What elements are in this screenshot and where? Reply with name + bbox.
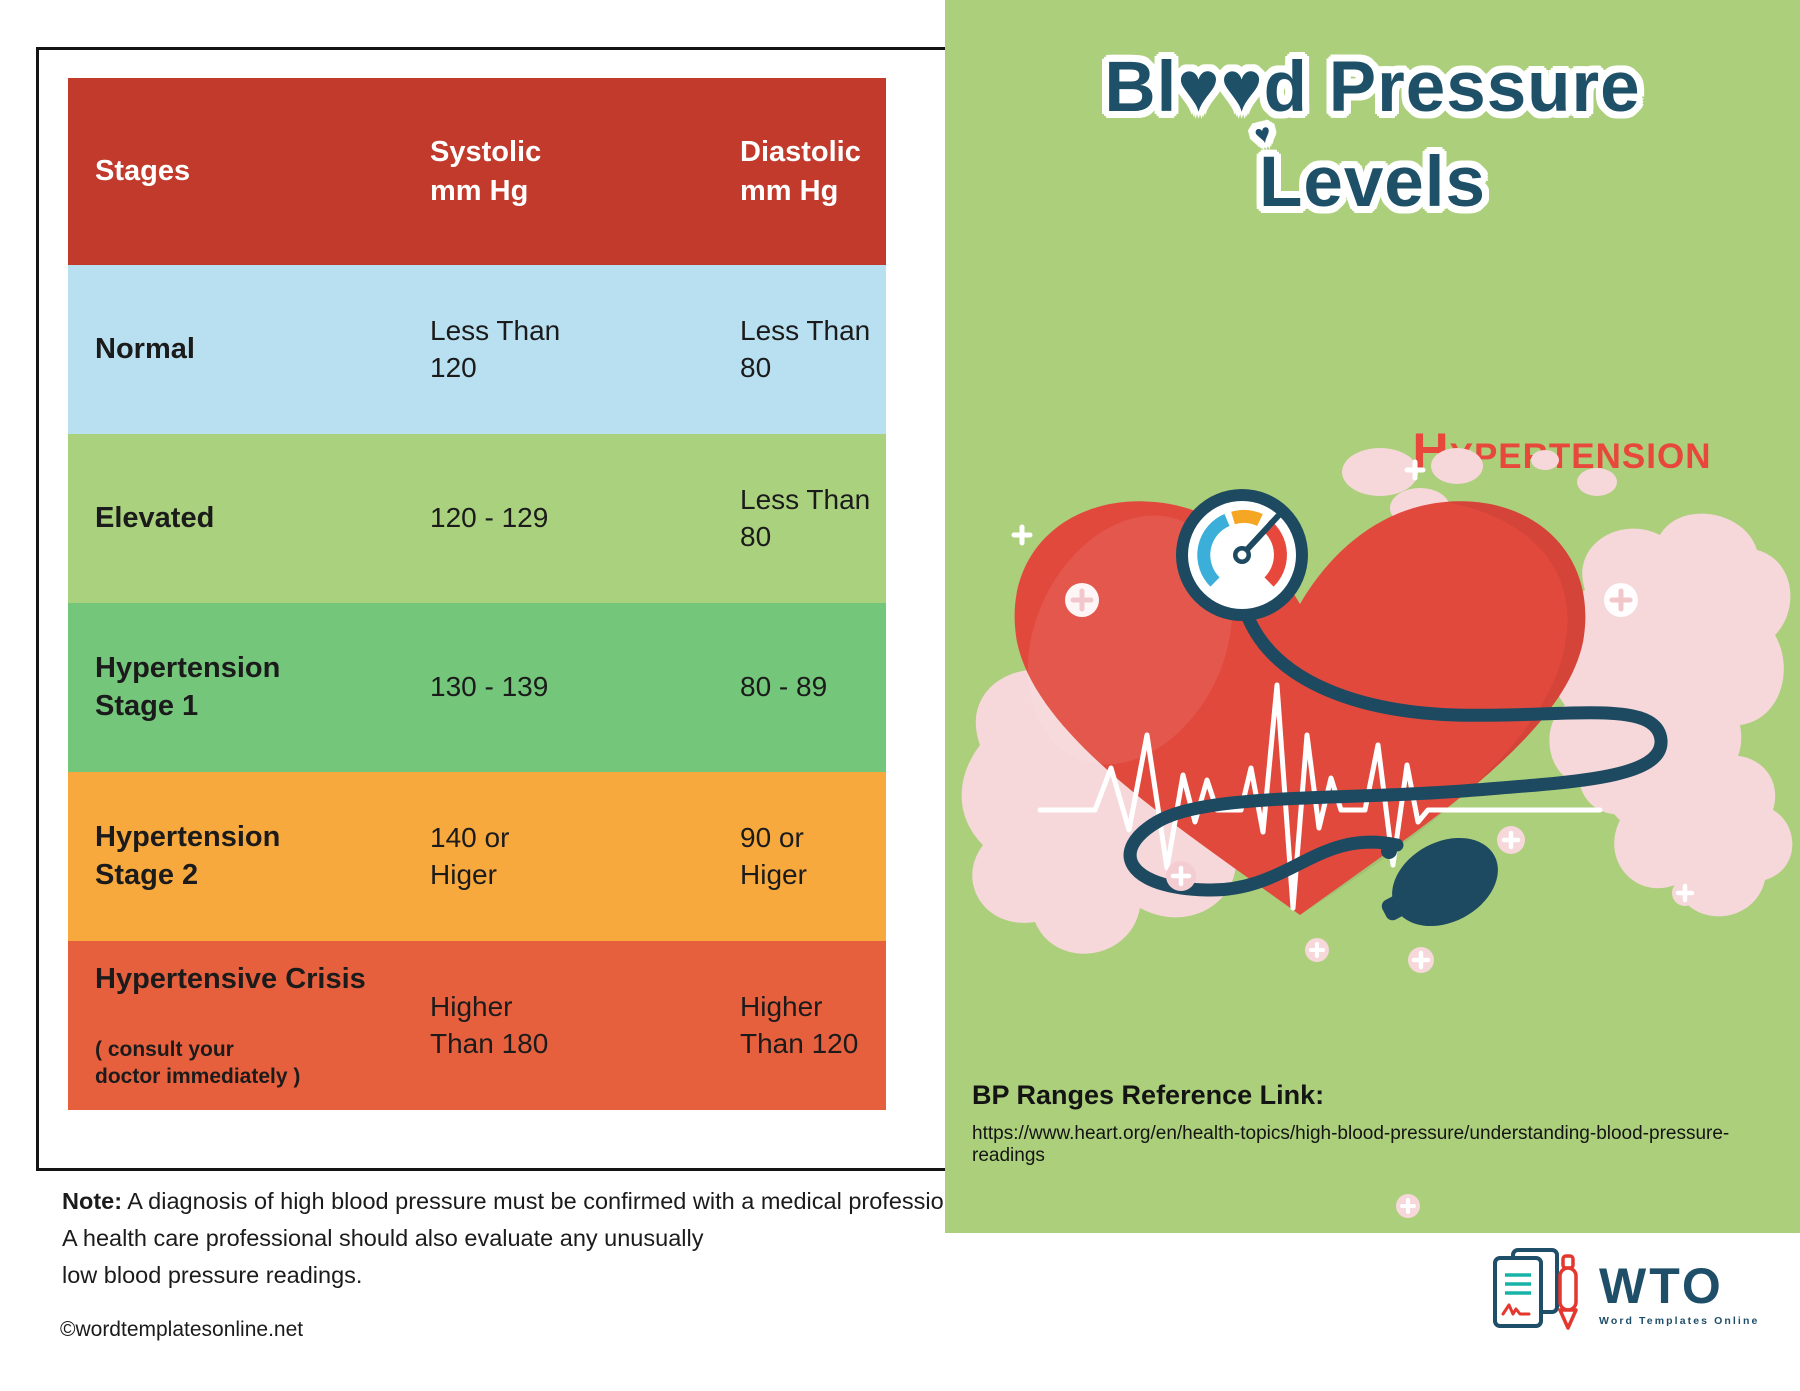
wto-logo: WTO Word Templates Online xyxy=(1487,1248,1759,1340)
hypertension-label: Hypertension xyxy=(1412,423,1712,479)
wto-logo-icon xyxy=(1493,1248,1578,1330)
header-systolic: Systolic mm Hg xyxy=(430,136,542,207)
reference-url[interactable]: https://www.heart.org/en/health-topics/h… xyxy=(972,1123,1730,1166)
note-line-1: A diagnosis of high blood pressure must … xyxy=(122,1188,982,1214)
systolic-value: 120 - 129 xyxy=(430,502,549,534)
stage-label: Hypertension Stage 2 xyxy=(95,820,281,891)
note-line-3: low blood pressure readings. xyxy=(62,1262,363,1288)
stage-label: Normal xyxy=(95,332,195,365)
stage-label: Hypertension Stage 1 xyxy=(95,651,281,722)
stage-label: Elevated xyxy=(95,501,215,534)
table-row-elevated: Elevated 120 - 129 Less Than 80 xyxy=(68,434,886,603)
diastolic-value: Less Than 80 xyxy=(740,314,871,383)
reference-label: BP Ranges Reference Link: xyxy=(972,1080,1325,1110)
stage-label: Hypertensive Crisis xyxy=(95,962,366,995)
systolic-value: 140 or Higer xyxy=(430,821,510,890)
diastolic-value: 90 or Higer xyxy=(740,821,807,890)
systolic-value: 130 - 139 xyxy=(430,671,549,703)
poster-panel: Bl♥♥d Pressure ♥ Levels Hypertension xyxy=(945,0,1800,1233)
pump-bulb-icon xyxy=(1381,837,1498,927)
diastolic-value: 80 - 89 xyxy=(740,671,828,703)
bp-table: Stages Systolic mm Hg Diastolic mm Hg No… xyxy=(68,78,886,1110)
table-header-row: Stages Systolic mm Hg Diastolic mm Hg xyxy=(68,78,886,265)
wto-logo-name: Word Templates Online xyxy=(1599,1315,1760,1327)
header-diastolic: Diastolic mm Hg xyxy=(740,136,861,207)
pressure-gauge-icon xyxy=(1176,489,1308,621)
title-line-1: Bl♥♥d Pressure xyxy=(1104,48,1641,127)
stethoscope-tube xyxy=(1123,608,1668,897)
wto-logo-acronym: WTO xyxy=(1599,1258,1724,1314)
systolic-value: Higher Than 180 xyxy=(430,990,549,1059)
table-row-normal: Normal Less Than 120 Less Than 80 xyxy=(68,265,886,434)
heart-shape xyxy=(1014,501,1586,915)
diastolic-value: Less Than 80 xyxy=(740,483,871,552)
ekg-line xyxy=(1037,682,1603,911)
stage-note: ( consult your doctor immediately ) xyxy=(95,1037,301,1088)
reference-block: BP Ranges Reference Link: https://www.he… xyxy=(972,1080,1800,1167)
header-stages: Stages xyxy=(95,155,191,188)
diastolic-value: Higher Than 120 xyxy=(740,990,859,1059)
table-row-stage1: Hypertension Stage 1 130 - 139 80 - 89 xyxy=(68,603,886,772)
copyright-text: ©wordtemplatesonline.net xyxy=(60,1318,304,1341)
bp-table-frame: Stages Systolic mm Hg Diastolic mm Hg No… xyxy=(36,47,978,1171)
table-row-stage2: Hypertension Stage 2 140 or Higer 90 or … xyxy=(68,772,886,941)
note-label: Note: xyxy=(62,1188,123,1214)
note-line-2: A health care professional should also e… xyxy=(62,1225,704,1251)
poster-title: Bl♥♥d Pressure ♥ Levels xyxy=(945,40,1800,230)
note-text: Note: A diagnosis of high blood pressure… xyxy=(62,1183,982,1294)
pink-splash-shapes xyxy=(961,448,1793,954)
title-line-2: ♥ Levels xyxy=(1251,117,1487,222)
systolic-value: Less Than 120 xyxy=(430,314,561,383)
table-row-crisis: Hypertensive Crisis ( consult your docto… xyxy=(68,941,886,1110)
